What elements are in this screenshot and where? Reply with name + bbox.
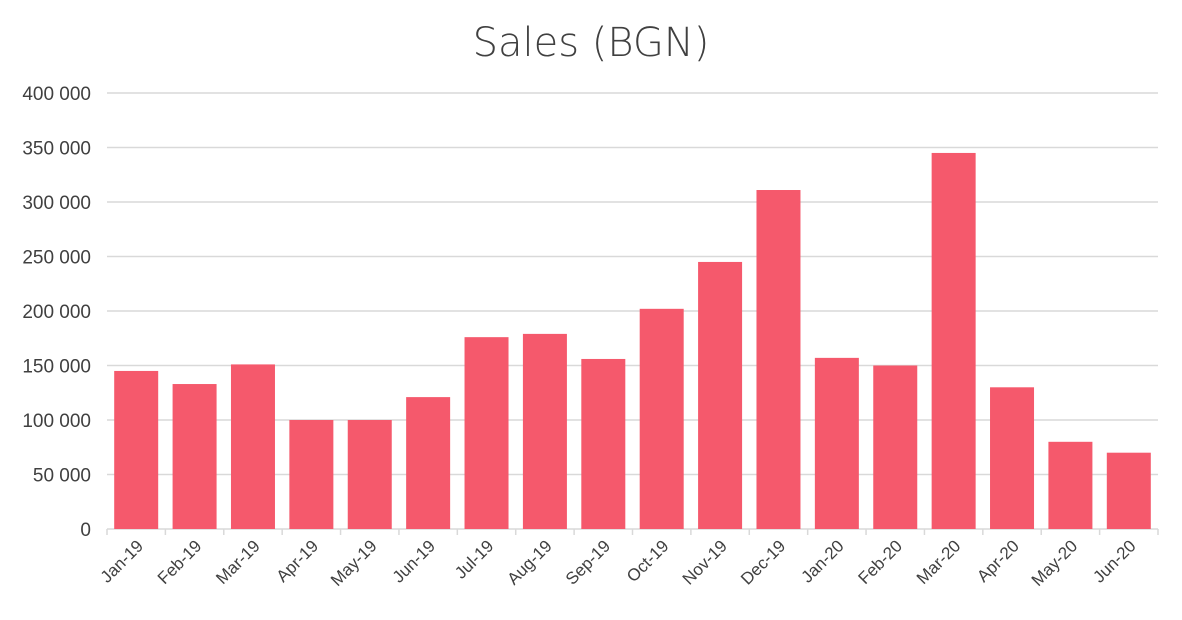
y-tick-label: 100 000 (22, 411, 91, 432)
x-tick-label: Feb-20 (855, 536, 907, 588)
bar-jun-20 (1106, 452, 1151, 529)
chart-title: Sales (BGN) (473, 20, 710, 66)
x-tick-label: Feb-19 (154, 536, 206, 588)
bar-may-20 (1048, 441, 1093, 529)
bar-apr-19 (289, 420, 334, 529)
bar-jun-19 (406, 397, 451, 529)
y-tick-label: 50 000 (33, 466, 91, 487)
x-tick-label: Aug-19 (504, 536, 556, 588)
y-tick-label: 250 000 (22, 248, 91, 269)
x-tick-label: Oct-19 (623, 536, 673, 586)
x-tick-label: Apr-20 (973, 536, 1023, 586)
bar-apr-20 (990, 387, 1035, 529)
x-tick-label: Jul-19 (451, 536, 497, 582)
y-tick-label: 400 000 (22, 84, 91, 105)
y-tick-label: 200 000 (22, 302, 91, 323)
bar-mar-19 (230, 364, 275, 529)
x-tick-label: Nov-19 (679, 536, 731, 588)
bar-nov-19 (698, 261, 743, 529)
x-tick-label: Dec-19 (737, 536, 789, 588)
bar-aug-19 (522, 333, 567, 529)
bar-may-19 (347, 420, 392, 529)
x-tick-label: Jan-20 (797, 536, 847, 586)
x-tick-label: Apr-19 (273, 536, 323, 586)
x-tick-label: May-20 (1028, 536, 1082, 590)
bar-mar-20 (931, 152, 976, 529)
x-tick-label: Mar-19 (212, 536, 264, 588)
y-tick-label: 0 (80, 520, 91, 541)
bar-feb-20 (873, 365, 918, 529)
x-tick-label: Jun-19 (389, 536, 439, 586)
y-tick-label: 300 000 (22, 193, 91, 214)
bar-jan-20 (814, 357, 859, 529)
y-tick-label: 350 000 (22, 139, 91, 160)
x-tick-label: Mar-20 (913, 536, 965, 588)
bar-sep-19 (581, 358, 626, 529)
x-tick-label: Jun-20 (1089, 536, 1139, 586)
bar-jan-19 (114, 370, 159, 529)
x-tick-label: May-19 (327, 536, 381, 590)
x-tick-label: Sep-19 (562, 536, 614, 588)
y-tick-label: 150 000 (22, 357, 91, 378)
bar-feb-19 (172, 384, 217, 529)
bar-dec-19 (756, 190, 801, 529)
bar-oct-19 (639, 308, 684, 529)
x-tick-label: Jan-19 (97, 536, 147, 586)
bar-jul-19 (464, 337, 509, 529)
